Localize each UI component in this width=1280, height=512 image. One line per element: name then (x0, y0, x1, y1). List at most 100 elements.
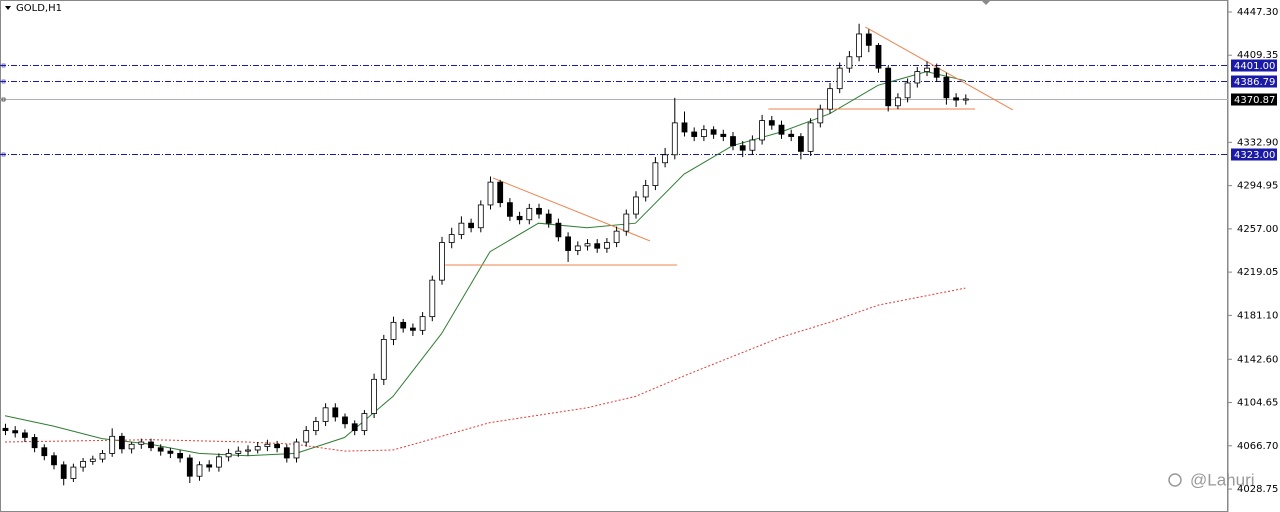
candle-body (497, 181, 504, 204)
candle-body (885, 67, 892, 107)
candle-body (856, 33, 862, 58)
candle-body (390, 321, 397, 340)
candle-body (943, 76, 950, 99)
price-level-label: 4323.00 (1234, 150, 1275, 161)
candle-body (477, 204, 484, 229)
watermark: @Lahuri (1168, 470, 1255, 489)
price-level-label: 4370.87 (1234, 95, 1275, 106)
candle-body (41, 447, 48, 457)
candle-body (206, 464, 213, 468)
y-tick-label: 4219.05 (1237, 267, 1278, 278)
candle-body (419, 316, 426, 331)
candle-body (80, 460, 86, 468)
candle-body (332, 407, 339, 418)
watermark-icon (1168, 473, 1182, 487)
candle-body (254, 446, 261, 451)
candle-body (2, 427, 9, 432)
candle-body (671, 122, 678, 156)
candle-body (933, 67, 940, 78)
candle-body (283, 447, 290, 459)
y-tick-label: 4332.90 (1237, 137, 1278, 148)
price-level-box (1231, 75, 1277, 88)
candle-body (730, 136, 736, 147)
price-level-label: 4401.00 (1234, 61, 1275, 72)
candle-body (119, 435, 125, 450)
candle-body (798, 136, 804, 152)
y-tick-label: 4142.60 (1237, 354, 1278, 365)
candle-body (623, 213, 630, 232)
candle-body (836, 67, 843, 90)
candle-body (895, 97, 901, 107)
candle-body (138, 441, 145, 445)
candle-body (768, 120, 775, 126)
candle-body (371, 378, 378, 414)
candle-body (51, 455, 57, 466)
candle-body (109, 435, 116, 454)
candle-body (555, 222, 562, 238)
moving-average (4, 71, 966, 457)
candle-body (506, 202, 513, 217)
candle-body (778, 124, 785, 135)
candle-body (225, 453, 232, 458)
candle-body (293, 441, 300, 459)
y-tick-label: 4181.10 (1237, 310, 1278, 321)
candle-body (215, 456, 222, 468)
price-level-anchor (1, 97, 6, 102)
candle-body (584, 243, 591, 247)
candle-body (904, 82, 911, 99)
candle-body (720, 133, 727, 137)
y-tick-label: 4066.70 (1237, 441, 1278, 452)
shift-marker (981, 0, 991, 5)
candle-body (400, 321, 407, 329)
menu-arrow[interactable] (5, 6, 11, 10)
candle-body (21, 432, 28, 438)
price-level-box (1231, 93, 1277, 106)
candle-body (351, 423, 358, 432)
candle-body (409, 327, 416, 331)
candle-body (545, 213, 552, 224)
candle-body (70, 466, 77, 479)
y-tick-label: 4104.65 (1237, 398, 1278, 409)
candle-body (303, 430, 310, 443)
y-tick-label: 4294.95 (1237, 181, 1278, 192)
candle-body (12, 430, 19, 434)
chart-title: GOLD,H1 (16, 3, 62, 14)
candle-body (264, 443, 271, 447)
candle-body (196, 464, 203, 477)
candles (2, 23, 969, 486)
candle-body (594, 243, 601, 249)
candle-body (31, 437, 38, 449)
candle-body (60, 464, 67, 479)
candle-body (536, 207, 542, 215)
candle-body (186, 457, 193, 477)
candle-body (662, 154, 668, 164)
price-level-anchor (1, 63, 6, 68)
candle-body (516, 215, 523, 221)
candle-body (148, 441, 154, 449)
candle-body (817, 108, 824, 124)
candle-body (565, 236, 571, 251)
price-level-box (1231, 148, 1277, 161)
candle-body (487, 181, 494, 206)
candle-body (633, 196, 639, 215)
candle-body (652, 162, 659, 186)
candle-body (691, 131, 698, 137)
candle-body (613, 230, 620, 243)
candle-body (642, 185, 649, 198)
price-level-anchor (1, 79, 6, 84)
candle-body (574, 245, 581, 251)
watermark-text: @Lahuri (1190, 470, 1255, 489)
candle-body (701, 129, 707, 137)
price-level-anchor (1, 152, 6, 157)
candle-body (439, 242, 445, 281)
candle-body (322, 407, 329, 422)
candle-body (846, 56, 853, 69)
price-level-box (1231, 59, 1277, 72)
candle-body (380, 339, 387, 380)
candle-body (759, 120, 765, 141)
y-tick-label: 4447.30 (1237, 7, 1278, 18)
y-tick-label: 4028.75 (1237, 484, 1278, 495)
candle-body (924, 67, 930, 72)
candle-body (89, 458, 96, 462)
candle-body (962, 98, 969, 101)
